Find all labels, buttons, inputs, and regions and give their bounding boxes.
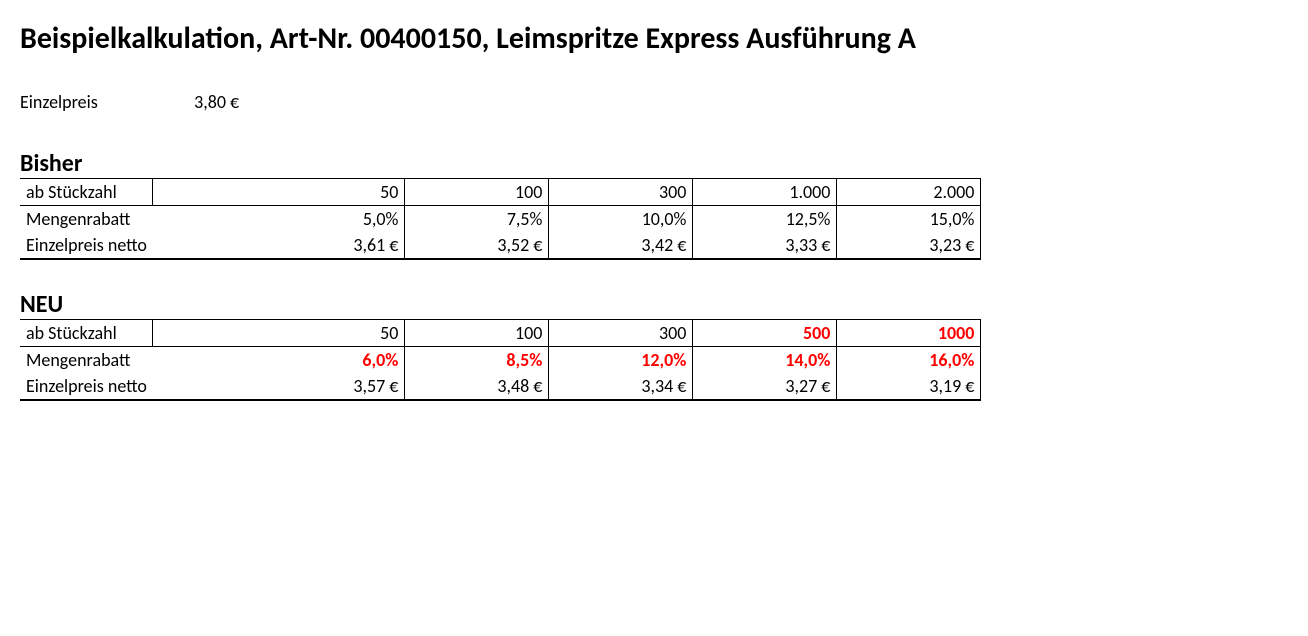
cell-value: 1.000 [693, 179, 837, 206]
row-label: Mengenrabatt [20, 206, 153, 233]
cell-value: 3,61 € [261, 232, 405, 259]
cell-value: 3,33 € [693, 232, 837, 259]
table-row: Einzelpreis netto 3,57 € 3,48 € 3,34 € 3… [20, 373, 981, 400]
table-row: Mengenrabatt 6,0% 8,5% 12,0% 14,0% 16,0% [20, 347, 981, 374]
cell-value: 3,19 € [837, 373, 981, 400]
cell-value: 8,5% [405, 347, 549, 374]
cell-value: 3,23 € [837, 232, 981, 259]
cell-value: 100 [405, 320, 549, 347]
row-label: Einzelpreis netto [20, 373, 153, 400]
cell-value: 50 [261, 320, 405, 347]
cell-value: 6,0% [261, 347, 405, 374]
cell-value: 2.000 [837, 179, 981, 206]
unit-price-line: Einzelpreis 3,80 € [20, 91, 1288, 113]
table-row: ab Stückzahl 50 100 300 1.000 2.000 [20, 179, 981, 206]
cell-value: 3,52 € [405, 232, 549, 259]
cell-value: 16,0% [837, 347, 981, 374]
cell-value: 14,0% [693, 347, 837, 374]
cell-value: 3,42 € [549, 232, 693, 259]
cell-value: 300 [549, 320, 693, 347]
cell-value: 15,0% [837, 206, 981, 233]
cell-value: 7,5% [405, 206, 549, 233]
table-row: ab Stückzahl 50 100 300 500 1000 [20, 320, 981, 347]
cell-value: 5,0% [261, 206, 405, 233]
unit-price-value: 3,80 € [194, 91, 239, 113]
row-label: ab Stückzahl [20, 320, 153, 347]
cell-value: 12,0% [549, 347, 693, 374]
cell-value: 300 [549, 179, 693, 206]
cell-value: 3,27 € [693, 373, 837, 400]
row-label: ab Stückzahl [20, 179, 153, 206]
cell-value: 3,48 € [405, 373, 549, 400]
unit-price-label: Einzelpreis [20, 91, 190, 113]
cell-value: 12,5% [693, 206, 837, 233]
cell-value: 50 [261, 179, 405, 206]
cell-spacer [153, 206, 261, 233]
row-label: Einzelpreis netto [20, 232, 153, 259]
table-row: Einzelpreis netto 3,61 € 3,52 € 3,42 € 3… [20, 232, 981, 259]
cell-spacer [153, 232, 261, 259]
cell-value: 3,34 € [549, 373, 693, 400]
table-row: Mengenrabatt 5,0% 7,5% 10,0% 12,5% 15,0% [20, 206, 981, 233]
cell-spacer [153, 347, 261, 374]
cell-value: 100 [405, 179, 549, 206]
cell-spacer [153, 179, 261, 206]
table-bisher: ab Stückzahl 50 100 300 1.000 2.000 Meng… [20, 178, 981, 260]
section-heading-neu: NEU [20, 290, 1288, 319]
cell-spacer [153, 320, 261, 347]
section-heading-bisher: Bisher [20, 149, 1288, 178]
cell-value: 3,57 € [261, 373, 405, 400]
cell-value: 10,0% [549, 206, 693, 233]
page-title: Beispielkalkulation, Art-Nr. 00400150, L… [20, 20, 1288, 57]
cell-value: 1000 [837, 320, 981, 347]
row-label: Mengenrabatt [20, 347, 153, 374]
cell-spacer [153, 373, 261, 400]
cell-value: 500 [693, 320, 837, 347]
table-neu: ab Stückzahl 50 100 300 500 1000 Mengenr… [20, 319, 981, 401]
